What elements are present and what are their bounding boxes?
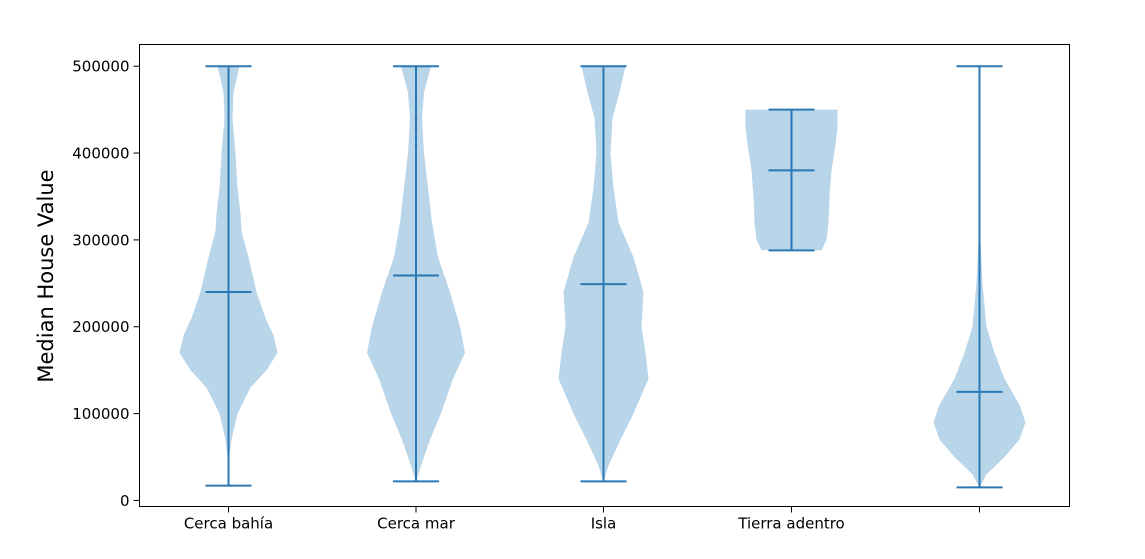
x-tick-label: Cerca mar xyxy=(377,515,456,533)
violin-cerca-mar xyxy=(367,65,465,483)
y-axis-ticks: 0 100000 200000 300000 400000 500000 xyxy=(72,58,140,510)
y-tick-label: 0 xyxy=(120,492,130,510)
violin-tierra-adentro xyxy=(745,108,838,252)
x-axis-ticks: Cerca bahía Cerca mar Isla Tierra adentro xyxy=(184,506,980,533)
plot-frame xyxy=(139,44,1070,507)
y-tick-label: 300000 xyxy=(72,231,129,249)
y-tick-label: 400000 xyxy=(72,145,129,163)
y-tick-label: 200000 xyxy=(72,318,129,336)
violin-isla xyxy=(558,65,649,483)
violin-unlabeled xyxy=(933,65,1026,489)
x-tick-label: Isla xyxy=(591,515,617,533)
x-tick-label: Cerca bahía xyxy=(184,515,273,533)
y-tick-label: 100000 xyxy=(72,405,129,423)
violin-cerca-bahía xyxy=(179,65,278,487)
y-tick-label: 500000 xyxy=(72,58,129,76)
y-axis-title: Median House Value xyxy=(34,169,58,382)
x-tick-label: Tierra adentro xyxy=(737,515,844,533)
violin-layer xyxy=(179,65,1026,489)
